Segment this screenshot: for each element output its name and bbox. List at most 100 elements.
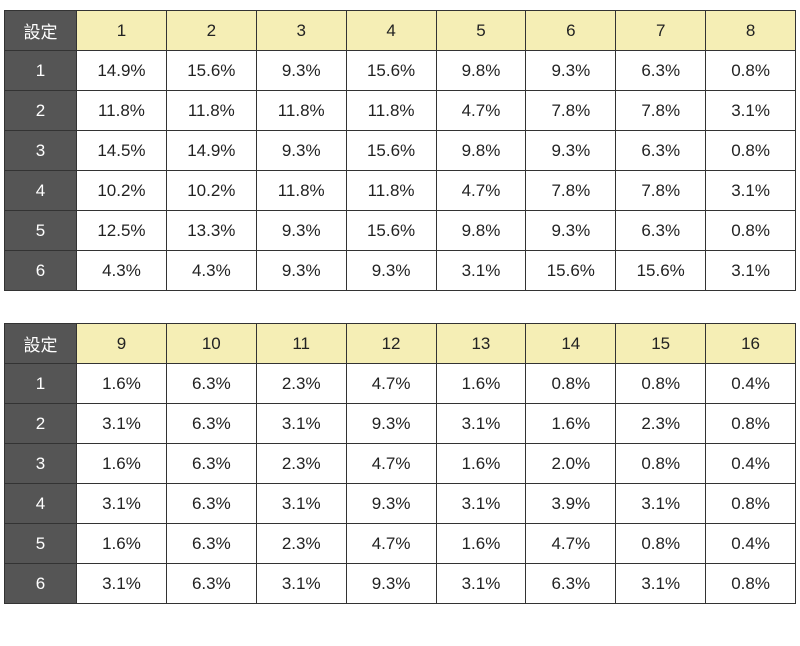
data-cell: 9.3% xyxy=(346,404,436,444)
data-cell: 0.4% xyxy=(706,364,796,404)
cell-value: 0.4% xyxy=(731,534,770,553)
cell-value: 0.4% xyxy=(731,454,770,473)
cell-value: 1.6% xyxy=(102,374,141,393)
cell-value: 4.7% xyxy=(372,374,411,393)
data-cell: 1.6% xyxy=(526,404,616,444)
cell-value: 0.8% xyxy=(731,221,770,240)
cell-value: 9.3% xyxy=(551,141,590,160)
data-cell: 6.3% xyxy=(166,484,256,524)
column-header: 14 xyxy=(526,324,616,364)
cell-value: 3.1% xyxy=(731,181,770,200)
data-cell: 9.3% xyxy=(526,51,616,91)
cell-value: 6.3% xyxy=(192,494,231,513)
data-cell: 1.6% xyxy=(77,524,167,564)
data-cell: 3.1% xyxy=(616,564,706,604)
data-cell: 15.6% xyxy=(526,251,616,291)
column-header: 15 xyxy=(616,324,706,364)
cell-value: 4.7% xyxy=(551,534,590,553)
table-row: 31.6%6.3%2.3%4.7%1.6%2.0%0.8%0.4% xyxy=(5,444,796,484)
cell-value: 0.4% xyxy=(731,374,770,393)
cell-value: 6.3% xyxy=(641,141,680,160)
data-cell: 3.1% xyxy=(256,404,346,444)
table: 設定12345678114.9%15.6%9.3%15.6%9.8%9.3%6.… xyxy=(4,10,796,291)
row-header: 3 xyxy=(5,444,77,484)
cell-value: 12.5% xyxy=(97,221,145,240)
row-header: 2 xyxy=(5,91,77,131)
cell-value: 11.8% xyxy=(368,181,415,200)
data-cell: 9.3% xyxy=(526,211,616,251)
cell-value: 4.3% xyxy=(102,261,141,280)
data-cell: 4.3% xyxy=(77,251,167,291)
cell-value: 0.8% xyxy=(731,61,770,80)
data-cell: 15.6% xyxy=(166,51,256,91)
data-cell: 3.1% xyxy=(436,404,526,444)
cell-value: 3.1% xyxy=(102,494,141,513)
cell-value: 15.6% xyxy=(547,261,595,280)
data-cell: 3.1% xyxy=(436,564,526,604)
cell-value: 9.3% xyxy=(282,261,321,280)
column-header: 10 xyxy=(166,324,256,364)
data-cell: 2.3% xyxy=(616,404,706,444)
data-cell: 0.8% xyxy=(616,524,706,564)
table-row: 23.1%6.3%3.1%9.3%3.1%1.6%2.3%0.8% xyxy=(5,404,796,444)
cell-value: 6.3% xyxy=(192,454,231,473)
data-table-2: 設定91011121314151611.6%6.3%2.3%4.7%1.6%0.… xyxy=(4,323,796,604)
column-header: 7 xyxy=(616,11,706,51)
cell-value: 9.3% xyxy=(372,494,411,513)
cell-value: 7.8% xyxy=(641,101,680,120)
cell-value: 15.6% xyxy=(187,61,235,80)
data-cell: 0.8% xyxy=(706,211,796,251)
data-cell: 0.8% xyxy=(706,484,796,524)
cell-value: 0.8% xyxy=(641,374,680,393)
data-cell: 3.1% xyxy=(77,484,167,524)
cell-value: 9.3% xyxy=(551,221,590,240)
cell-value: 9.3% xyxy=(372,574,411,593)
table-row: 64.3%4.3%9.3%9.3%3.1%15.6%15.6%3.1% xyxy=(5,251,796,291)
row-header: 6 xyxy=(5,564,77,604)
data-cell: 6.3% xyxy=(526,564,616,604)
data-cell: 3.1% xyxy=(616,484,706,524)
data-cell: 15.6% xyxy=(346,211,436,251)
column-header: 13 xyxy=(436,324,526,364)
column-header: 11 xyxy=(256,324,346,364)
data-cell: 7.8% xyxy=(616,91,706,131)
row-header: 2 xyxy=(5,404,77,444)
data-cell: 4.7% xyxy=(436,171,526,211)
cell-value: 3.1% xyxy=(102,574,141,593)
cell-value: 11.8% xyxy=(278,181,325,200)
cell-value: 1.6% xyxy=(462,454,501,473)
data-cell: 9.3% xyxy=(526,131,616,171)
table-row: 51.6%6.3%2.3%4.7%1.6%4.7%0.8%0.4% xyxy=(5,524,796,564)
data-cell: 7.8% xyxy=(616,171,706,211)
data-cell: 0.8% xyxy=(526,364,616,404)
cell-value: 4.7% xyxy=(372,534,411,553)
cell-value: 4.7% xyxy=(462,101,501,120)
data-cell: 0.8% xyxy=(706,51,796,91)
cell-value: 9.3% xyxy=(282,141,321,160)
data-cell: 3.1% xyxy=(77,404,167,444)
column-header: 4 xyxy=(346,11,436,51)
cell-value: 4.7% xyxy=(462,181,501,200)
cell-value: 2.3% xyxy=(282,374,321,393)
cell-value: 15.6% xyxy=(637,261,685,280)
data-cell: 0.8% xyxy=(706,131,796,171)
data-cell: 6.3% xyxy=(166,364,256,404)
cell-value: 3.1% xyxy=(462,414,501,433)
cell-value: 15.6% xyxy=(367,221,415,240)
data-cell: 9.8% xyxy=(436,211,526,251)
data-cell: 4.7% xyxy=(346,444,436,484)
cell-value: 9.3% xyxy=(551,61,590,80)
cell-value: 10.2% xyxy=(187,181,235,200)
cell-value: 3.1% xyxy=(731,101,770,120)
data-cell: 11.8% xyxy=(256,171,346,211)
data-cell: 10.2% xyxy=(166,171,256,211)
data-cell: 3.1% xyxy=(436,484,526,524)
data-cell: 4.3% xyxy=(166,251,256,291)
table-row: 43.1%6.3%3.1%9.3%3.1%3.9%3.1%0.8% xyxy=(5,484,796,524)
data-cell: 11.8% xyxy=(346,171,436,211)
row-header: 5 xyxy=(5,524,77,564)
data-cell: 0.8% xyxy=(706,404,796,444)
data-cell: 1.6% xyxy=(436,524,526,564)
cell-value: 11.8% xyxy=(98,101,145,120)
data-cell: 6.3% xyxy=(166,524,256,564)
